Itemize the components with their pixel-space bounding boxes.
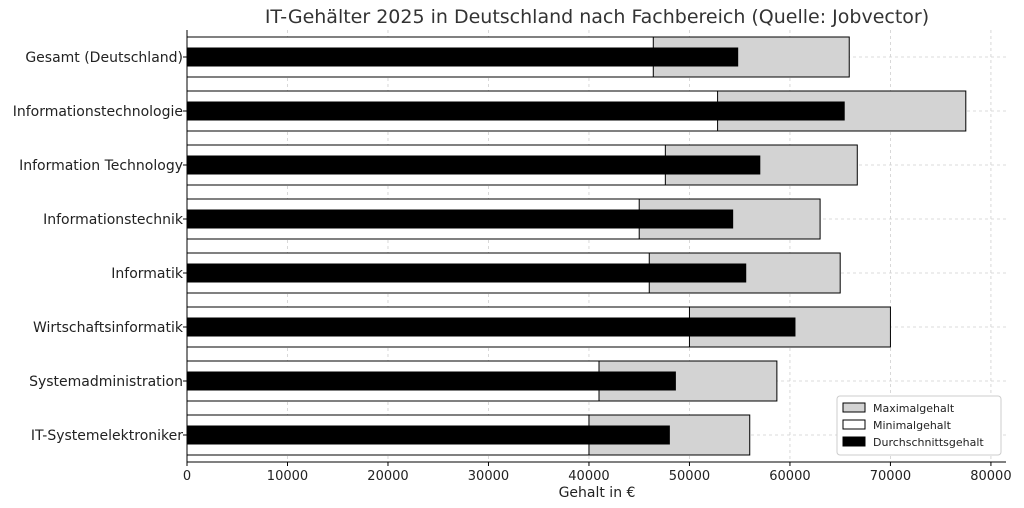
category-label: Informationstechnik [43,212,184,228]
axes [186,30,1006,463]
x-tick-label: 10000 [267,469,308,484]
category-label: Wirtschaftsinformatik [33,320,184,336]
x-tick-label: 80000 [970,469,1011,484]
legend-label: Durchschnittsgehalt [873,436,984,449]
category-label: Gesamt (Deutschland) [25,50,183,66]
x-ticks: 0 10000 20000 30000 40000 50000 60000 70000 8000… [183,462,1012,484]
x-tick-label: 20000 [367,469,408,484]
x-axis-title: Gehalt in € [559,485,636,501]
legend-swatch [842,419,866,430]
bar-average [186,371,676,391]
bars [186,36,967,456]
category-label: Information Technology [19,158,183,174]
category-label: Systemadministration [29,374,183,390]
bar-average [186,209,734,229]
legend-frame [836,395,1002,456]
bar-average [186,317,796,337]
x-tick-label: 60000 [769,469,810,484]
x-tick-label: 30000 [468,469,509,484]
x-tick-label: 50000 [669,469,710,484]
legend[interactable]: Maximalgehalt Minimalgehalt Durchschnittsg… [836,395,1002,456]
bar-average [186,155,761,175]
x-tick-label: 0 [183,469,191,484]
category-label: Informatik [111,266,184,282]
bar-average [186,263,747,283]
category-labels: Gesamt (Deutschland) Informationstechnolo… [13,50,187,444]
bar-average [186,425,670,445]
legend-swatch [842,436,866,447]
chart-title: IT-Gehälter 2025 in Deutschland nach Fac… [265,6,929,28]
category-label: Informationstechnologie [13,104,183,120]
bar-average [186,47,739,67]
x-tick-label: 70000 [870,469,911,484]
category-label: IT-Systemelektroniker [31,428,183,444]
legend-swatch [842,402,866,413]
legend-label: Minimalgehalt [873,419,952,432]
legend-label: Maximalgehalt [873,402,955,415]
x-tick-label: 40000 [568,469,609,484]
bar-average [186,101,845,121]
